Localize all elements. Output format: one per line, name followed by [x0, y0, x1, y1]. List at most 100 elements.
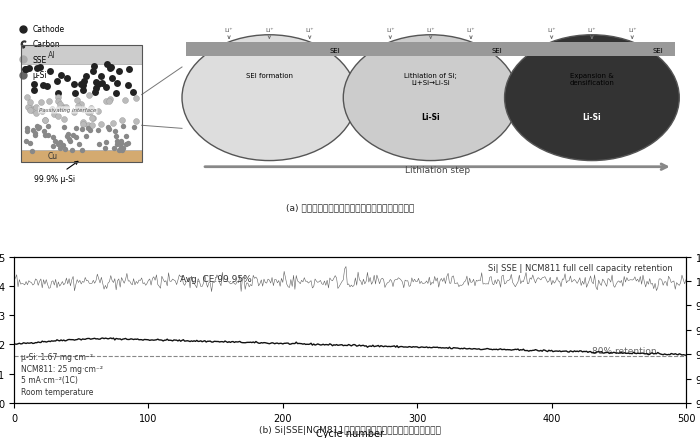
Point	[52, 78, 63, 85]
Text: SSE: SSE	[33, 56, 47, 65]
Text: Li⁺: Li⁺	[588, 28, 596, 39]
Point	[113, 68, 125, 75]
Point	[76, 126, 88, 133]
Point	[54, 139, 65, 146]
Point	[77, 147, 88, 154]
Point	[53, 105, 64, 112]
Point	[27, 107, 38, 114]
Point	[74, 141, 85, 148]
Point	[101, 98, 112, 105]
Point	[80, 74, 92, 81]
Point	[40, 132, 51, 139]
Point	[52, 141, 63, 148]
Point	[87, 122, 98, 129]
Point	[87, 116, 98, 123]
Point	[83, 109, 94, 116]
Text: Lithiation of Si;
Li+Si→Li-Si: Lithiation of Si; Li+Si→Li-Si	[404, 72, 457, 85]
Point	[127, 89, 139, 96]
Point	[120, 141, 132, 148]
Point	[19, 67, 30, 74]
Point	[130, 118, 141, 125]
Point	[27, 127, 38, 134]
Point	[64, 138, 76, 145]
Point	[71, 97, 83, 104]
Point	[108, 120, 119, 127]
Point	[78, 79, 90, 86]
Point	[121, 133, 132, 140]
Point	[117, 123, 128, 130]
Point	[118, 145, 129, 152]
Point	[77, 121, 88, 128]
Point	[88, 115, 99, 122]
Point	[123, 67, 134, 74]
Text: Al: Al	[48, 51, 55, 60]
Point	[38, 128, 50, 135]
Point	[26, 105, 37, 112]
Ellipse shape	[182, 35, 357, 161]
Point	[92, 109, 104, 116]
Point	[83, 126, 94, 133]
Point	[21, 67, 32, 74]
Point	[76, 81, 87, 88]
Text: 80% retention: 80% retention	[592, 346, 657, 355]
Point	[71, 125, 82, 132]
Point	[115, 138, 126, 145]
Point	[43, 99, 55, 106]
Point	[57, 105, 69, 112]
Point	[69, 91, 80, 98]
Point	[104, 99, 115, 106]
Point	[31, 104, 42, 111]
Point	[39, 117, 50, 124]
Text: Lithiation step: Lithiation step	[405, 166, 470, 175]
Point	[95, 74, 106, 81]
Point	[77, 106, 88, 113]
Point	[101, 62, 112, 69]
Point	[53, 94, 64, 101]
Point	[52, 91, 64, 98]
Point	[69, 110, 80, 117]
Text: (a) 嵌锂过程中硅负极与硫化物电解质的界面示意图: (a) 嵌锂过程中硅负极与硫化物电解质的界面示意图	[286, 202, 414, 212]
Text: Li⁺: Li⁺	[467, 28, 475, 39]
X-axis label: Cycle number: Cycle number	[316, 428, 384, 438]
Point	[104, 127, 115, 134]
Point	[83, 92, 94, 99]
Point	[41, 83, 52, 90]
Point	[120, 97, 131, 104]
Point	[78, 119, 89, 126]
Text: Cathode: Cathode	[33, 25, 65, 34]
Point	[25, 100, 36, 107]
Point	[100, 84, 111, 91]
Point	[59, 124, 70, 131]
Ellipse shape	[505, 35, 679, 161]
Point	[109, 128, 120, 135]
Point	[104, 66, 116, 73]
Point	[59, 117, 70, 124]
Point	[115, 141, 126, 148]
Point	[55, 101, 66, 108]
Point	[99, 145, 111, 152]
Point	[22, 129, 33, 136]
Text: Li-Si: Li-Si	[421, 112, 440, 121]
Point	[52, 98, 63, 105]
Point	[27, 148, 38, 155]
Point	[29, 87, 40, 94]
Text: SEI: SEI	[491, 48, 502, 54]
Text: Cu: Cu	[48, 152, 57, 161]
Point	[72, 104, 83, 111]
Point	[95, 122, 106, 129]
Text: Li⁺: Li⁺	[305, 28, 314, 39]
Text: Li⁺: Li⁺	[628, 28, 636, 39]
FancyBboxPatch shape	[348, 43, 514, 57]
Point	[75, 101, 86, 108]
Point	[89, 89, 100, 96]
Point	[68, 81, 79, 88]
Point	[22, 94, 33, 101]
Text: Li⁺: Li⁺	[225, 28, 233, 39]
Point	[52, 113, 64, 120]
Point	[90, 79, 101, 86]
Point	[111, 80, 122, 87]
Point	[87, 68, 98, 75]
Point	[50, 138, 61, 145]
Point	[61, 75, 72, 82]
Point	[46, 106, 57, 113]
